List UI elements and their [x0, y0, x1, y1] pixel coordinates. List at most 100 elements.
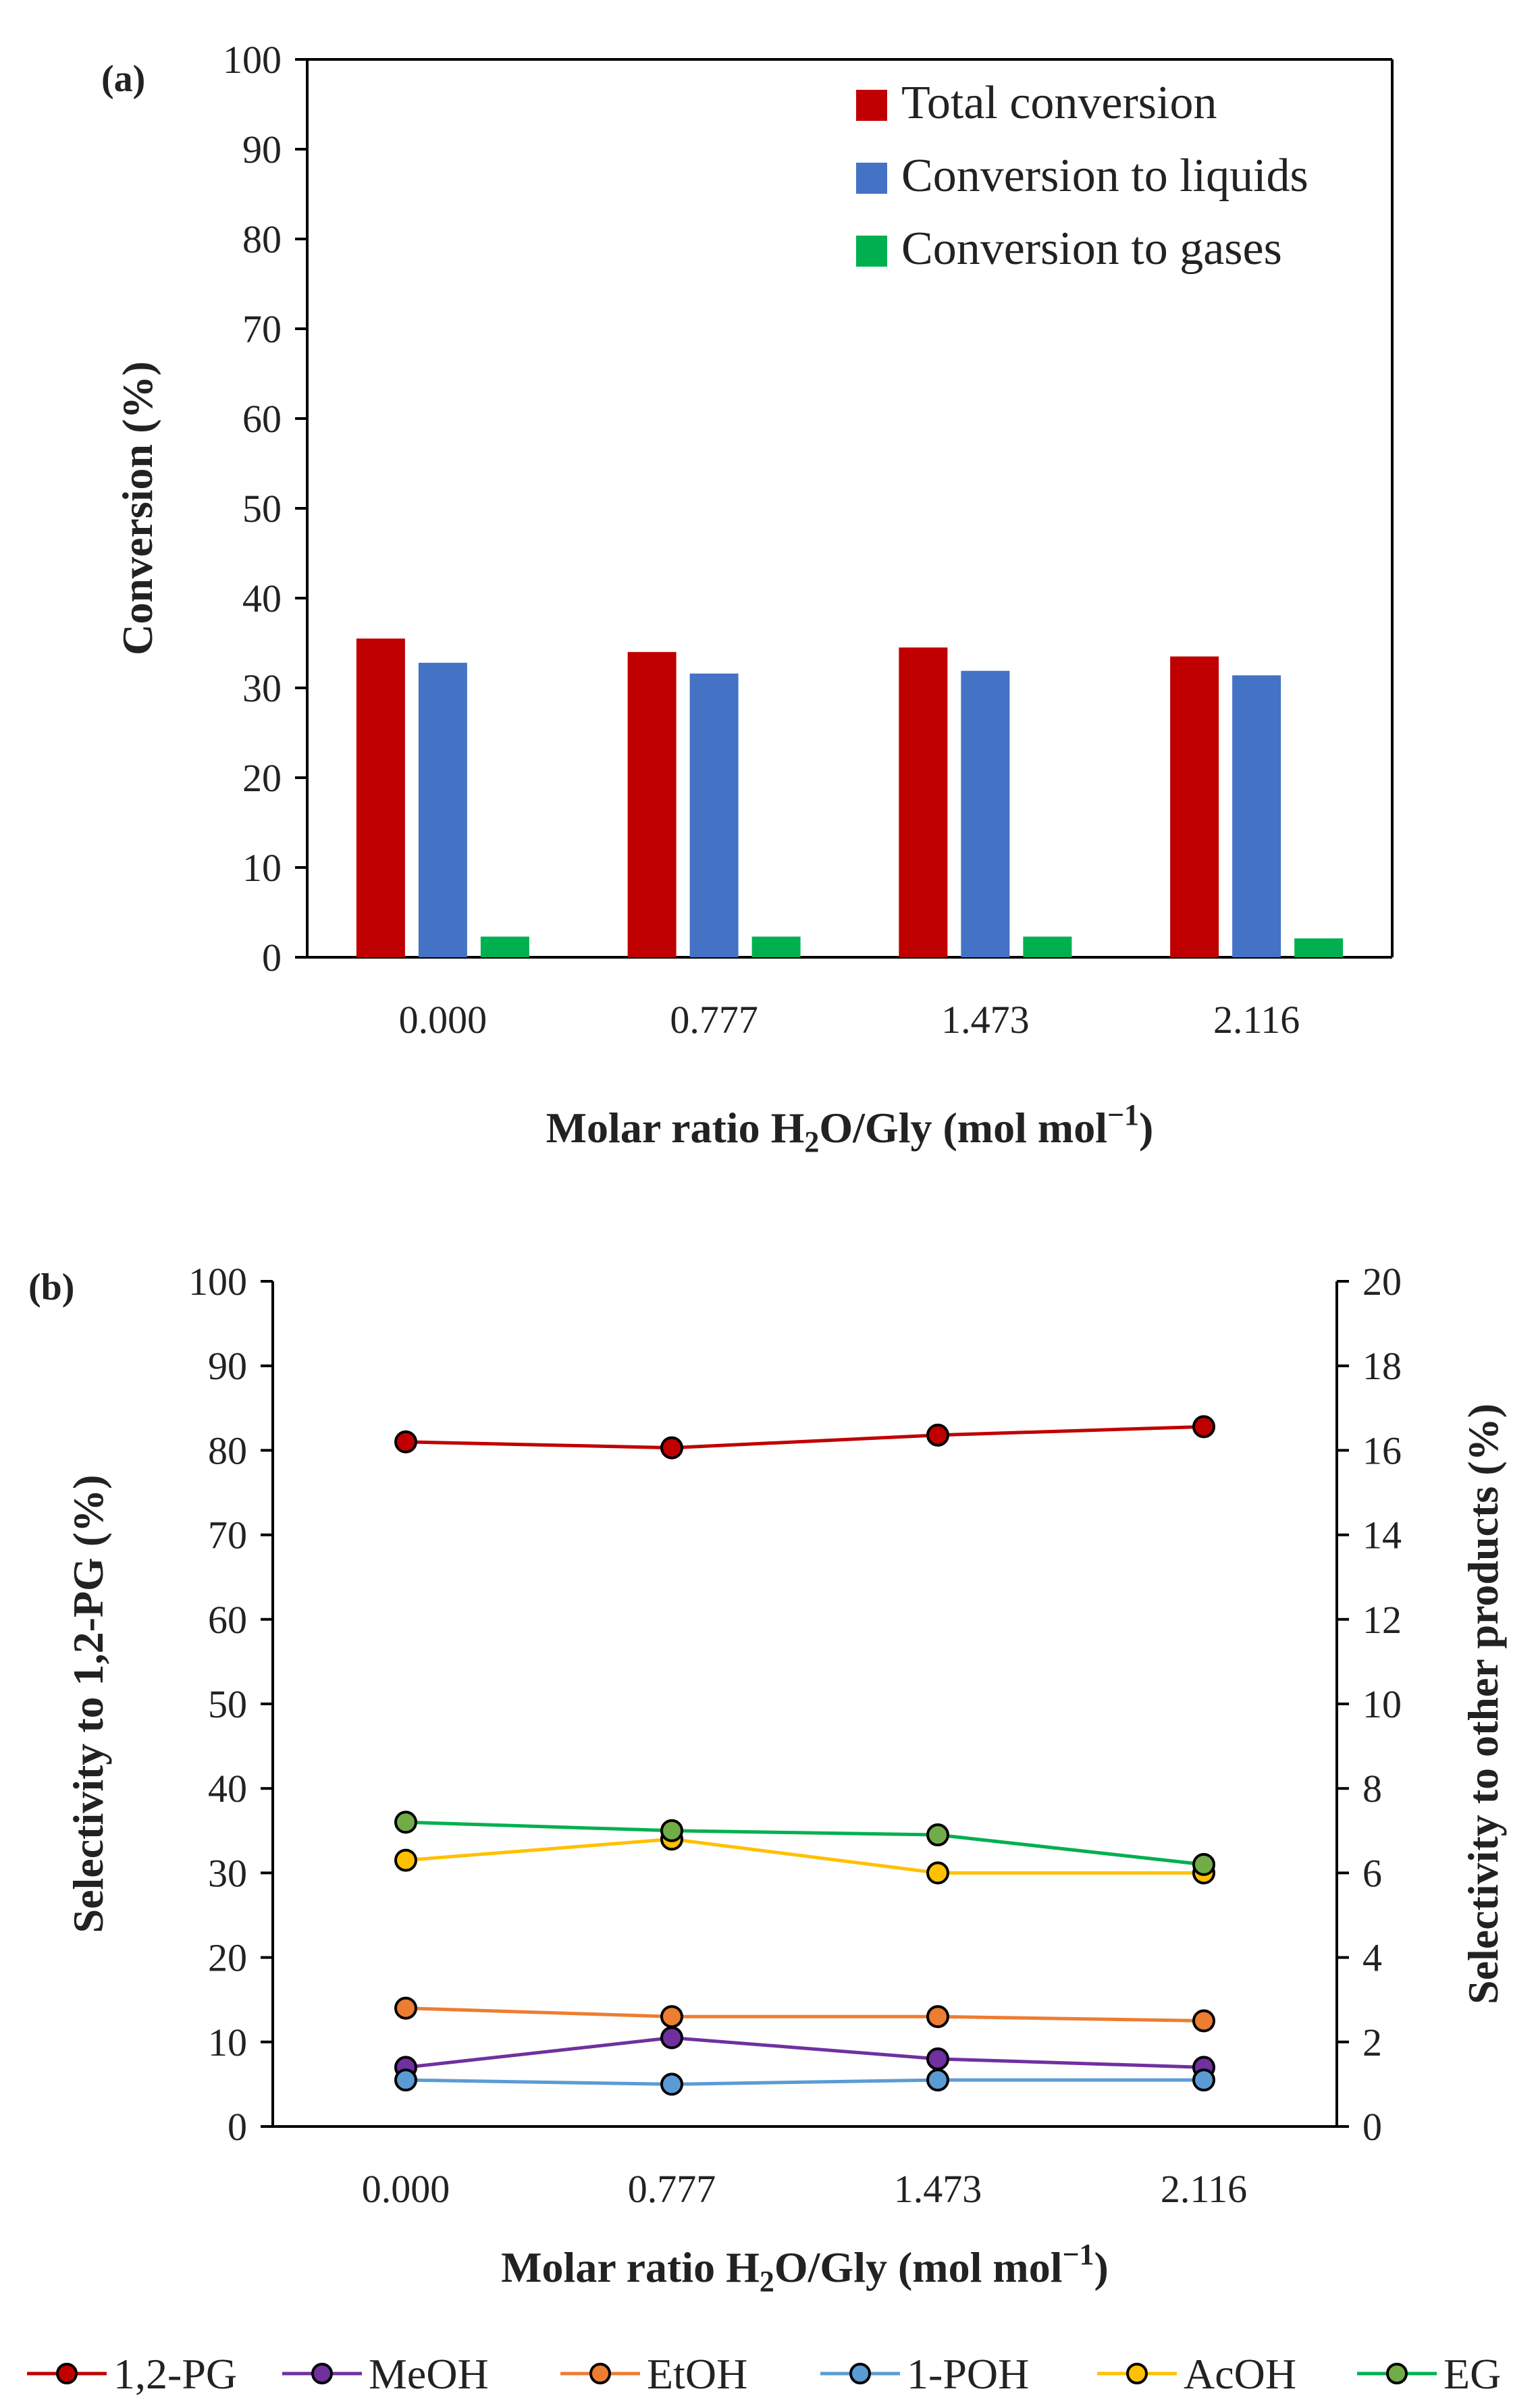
x-tick-label: 0.000	[362, 2167, 450, 2211]
y2-tick-label: 2	[1362, 2021, 1382, 2064]
x-axis-title-part: )	[1094, 2243, 1109, 2291]
y-tick-label: 60	[242, 397, 282, 441]
x-tick-label: 1.473	[941, 998, 1030, 1042]
panel-label-b: (b)	[28, 1266, 74, 1308]
x-tick-label: 1.473	[894, 2167, 982, 2211]
y-tick-label: 100	[188, 1260, 247, 1304]
bar	[356, 638, 405, 957]
y-tick-label: 20	[242, 756, 282, 800]
x-tick-label: 2.116	[1213, 998, 1300, 1042]
data-point	[1192, 1852, 1215, 1876]
y-tick-label: 0	[262, 936, 282, 980]
legend-marker	[1386, 2363, 1408, 2384]
y-axis-title: Selectivity to 1,2-PG (%)	[64, 1475, 112, 1933]
data-point	[926, 2047, 949, 2070]
legend-label: 1-POH	[907, 2350, 1029, 2398]
legend-swatch	[856, 90, 887, 121]
series-line	[405, 1820, 1204, 1867]
x-axis-title-part: Molar ratio H	[546, 1104, 805, 1152]
y2-tick-label: 18	[1362, 1344, 1402, 1388]
legend-swatch	[856, 163, 887, 194]
y-tick-label: 40	[208, 1767, 247, 1811]
data-point	[926, 1861, 949, 1885]
x-axis-title-part: 2	[804, 1125, 819, 1158]
y-tick-label: 80	[242, 217, 282, 261]
x-axis-title-part: −1	[1062, 2238, 1094, 2271]
series-line	[405, 2036, 1204, 2069]
data-point	[394, 1811, 417, 1834]
legend-marker	[849, 2363, 871, 2384]
legend-marker	[589, 2363, 611, 2384]
y2-tick-label: 6	[1362, 1851, 1382, 1895]
y-tick-label: 80	[208, 1428, 247, 1472]
legend-label: Conversion to gases	[901, 223, 1282, 275]
bar	[899, 647, 948, 957]
legend-label: EtOH	[647, 2350, 747, 2398]
x-axis-title-part: −1	[1107, 1098, 1139, 1131]
y2-tick-label: 20	[1362, 1260, 1402, 1304]
y2-tick-label: 4	[1362, 1936, 1382, 1980]
y-tick-label: 90	[242, 128, 282, 171]
series-line	[405, 1424, 1204, 1450]
x-axis-title-part: Molar ratio H	[501, 2243, 760, 2291]
y-tick-label: 0	[228, 2105, 247, 2149]
legend-swatch	[856, 236, 887, 267]
panel-a: 0 10 20 30 40 50 60 70 80 90 100 0.000 0.777 1.473 2.1…	[101, 38, 1394, 1158]
bar	[418, 662, 467, 957]
series-line	[405, 1837, 1204, 1875]
panel-b: 0 10 20 30 40 50 60 70 80 90 100 0 2 4 6 8 10 12 14 16 18 20 0…	[27, 1260, 1507, 2398]
data-point	[394, 1430, 417, 1453]
bar	[1294, 938, 1344, 957]
x-tick-label: 0.777	[670, 998, 758, 1042]
data-point	[660, 1436, 683, 1460]
x-tick-label: 0.000	[399, 998, 487, 1042]
series-line	[405, 2006, 1204, 2023]
y-tick-label: 50	[242, 487, 282, 531]
y-tick-label: 30	[242, 666, 282, 710]
x-axis-title: Molar ratio H2O/Gly (mol mol−1)	[501, 2238, 1109, 2298]
y-tick-label: 10	[242, 846, 282, 890]
data-point	[394, 1848, 417, 1872]
data-point	[660, 2072, 683, 2096]
data-point	[660, 2026, 683, 2050]
series-line	[405, 2078, 1204, 2086]
y-tick-label: 10	[208, 2021, 247, 2064]
data-point	[394, 2068, 417, 2092]
data-point	[926, 2005, 949, 2029]
bar	[751, 936, 801, 957]
data-point	[1192, 2068, 1215, 2092]
legend-label: Total conversion	[901, 77, 1217, 129]
bar	[1023, 936, 1072, 957]
x-axis-title-part: 2	[760, 2265, 774, 2298]
y-tick-label: 70	[242, 307, 282, 351]
y-tick-label: 20	[208, 1936, 247, 1980]
bar	[480, 936, 529, 957]
legend-marker	[311, 2363, 333, 2384]
data-point	[660, 1819, 683, 1842]
y-tick-label: 90	[208, 1344, 247, 1388]
bar	[961, 670, 1010, 957]
legend-label: 1,2-PG	[113, 2350, 237, 2398]
legend-label: AcOH	[1184, 2350, 1296, 2398]
bar	[689, 673, 739, 957]
legend-label: EG	[1444, 2350, 1501, 2398]
x-tick-label: 2.116	[1161, 2167, 1247, 2211]
data-point	[394, 1996, 417, 2020]
bar	[627, 651, 677, 957]
y-tick-label: 30	[208, 1851, 247, 1895]
x-axis-title: Molar ratio H2O/Gly (mol mol−1)	[546, 1098, 1154, 1158]
x-axis-title-part: O/Gly (mol mol	[774, 2243, 1063, 2291]
y2-tick-label: 16	[1362, 1428, 1402, 1472]
y-tick-label: 60	[208, 1598, 247, 1642]
legend-label: Conversion to liquids	[901, 150, 1308, 202]
legend-marker	[56, 2363, 78, 2384]
y-tick-label: 40	[242, 577, 282, 620]
y2-tick-label: 10	[1362, 1682, 1402, 1726]
y-tick-label: 70	[208, 1514, 247, 1557]
legend-label: MeOH	[369, 2350, 489, 2398]
data-point	[926, 2068, 949, 2092]
y2-axis-title: Selectivity to other products (%)	[1459, 1403, 1507, 2004]
bar	[1232, 675, 1281, 957]
